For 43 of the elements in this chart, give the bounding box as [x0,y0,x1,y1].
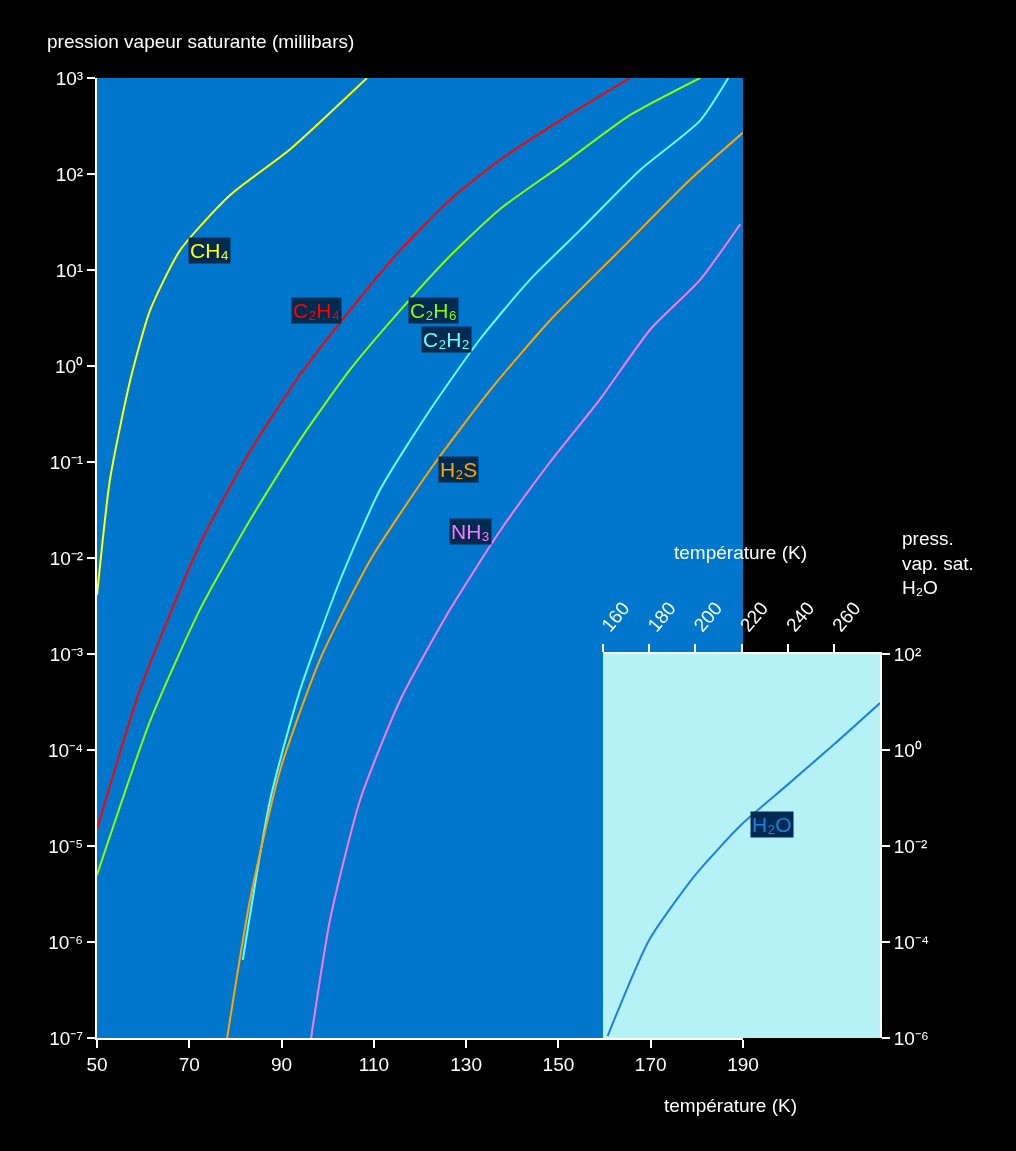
y-tick-label: 10⁻⁷ [49,1027,84,1049]
x-tick-label: 180 [643,597,680,636]
y-tick-label: 10⁻⁶ [48,931,84,953]
x-tick-label: 50 [86,1053,108,1075]
line-series [97,78,631,831]
series-label: CH₄ [190,239,229,262]
x-tick-label: 260 [828,597,865,636]
y-tick-label: 10⁻⁴ [893,931,930,953]
series-label: C₂H₄ [293,299,341,322]
y-tick-label: 10⁻⁶ [893,1027,929,1049]
x-tick-label: 200 [689,597,727,636]
x-tick-label: 150 [542,1053,575,1075]
y-axis-title: press. vap. sat. H₂O [902,528,974,599]
y-tick-label: 10³ [55,67,84,89]
x-tick-label: 110 [358,1053,390,1075]
series-label: H₂O [752,813,792,836]
x-tick-label: 220 [735,597,773,636]
line-series [606,702,880,1038]
y-tick-label: 10¹ [55,259,84,281]
line-series [97,78,368,597]
x-axis-title: température (K) [664,1095,798,1116]
y-tick-label: 10⁻² [893,835,928,857]
series-label: NH₃ [451,520,490,543]
y-tick-label: 10⁻² [49,547,84,569]
series-label: C₂H₂ [423,328,470,351]
y-tick-label: 10⁻⁴ [47,739,84,761]
x-tick-label: 130 [450,1053,482,1075]
x-tick-label: 90 [271,1053,293,1075]
y-tick-label: 10⁰ [55,355,84,377]
y-tick-label: 10⁻¹ [49,451,84,473]
x-tick-label: 170 [634,1053,667,1075]
y-tick-label: 10² [893,643,922,665]
y-tick-label: 10⁰ [893,739,922,761]
x-tick-label: 160 [597,597,634,636]
y-axis-title: pression vapeur saturante (millibars) [47,31,355,52]
series-label: C₂H₆ [410,299,457,322]
x-tick-label: 190 [727,1053,759,1075]
x-tick-label: 70 [178,1053,200,1075]
y-tick-label: 10⁻⁵ [48,835,84,857]
x-tick-label: 240 [781,597,819,636]
y-tick-label: 10² [55,163,84,185]
y-tick-label: 10⁻³ [49,643,84,665]
series-label: H₂S [440,458,478,481]
